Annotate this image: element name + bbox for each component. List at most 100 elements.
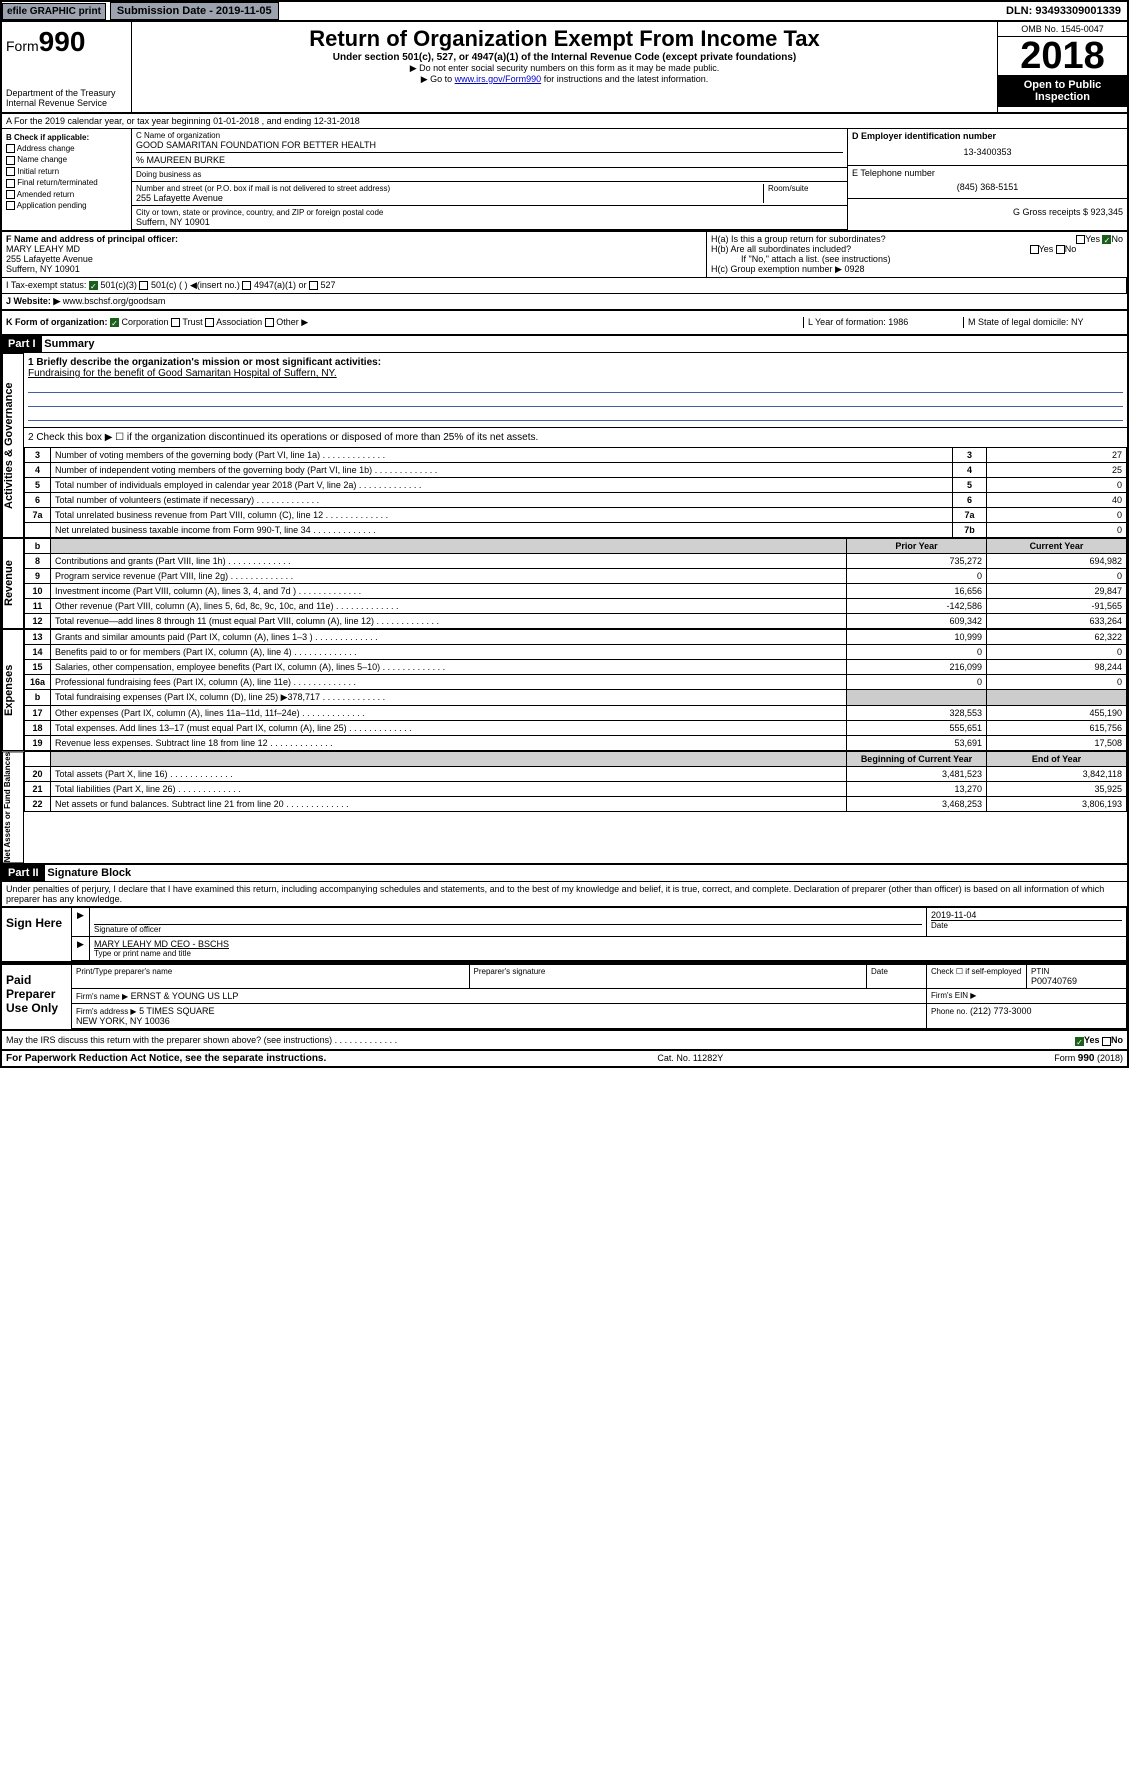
sig-officer-label: Signature of officer	[94, 924, 922, 934]
prior-val: 53,691	[847, 736, 987, 751]
prior-val: 3,468,253	[847, 797, 987, 812]
arrow-icon: ▶	[72, 937, 90, 960]
checkbox-initial[interactable]	[6, 167, 15, 176]
firm-name-label: Firm's name ▶	[76, 992, 128, 1001]
line-num: 20	[25, 767, 51, 782]
checkbox-pending[interactable]	[6, 201, 15, 210]
line-desc: Professional fundraising fees (Part IX, …	[51, 675, 847, 690]
chk-amended: Amended return	[6, 190, 127, 199]
checkbox-name[interactable]	[6, 156, 15, 165]
part1-header: Part I Summary	[2, 336, 1127, 353]
h-c: H(c) Group exemption number ▶ 0928	[711, 264, 1123, 275]
checkbox-amended[interactable]	[6, 190, 15, 199]
irs-link[interactable]: www.irs.gov/Form990	[455, 74, 542, 84]
chk-assoc[interactable]	[205, 318, 214, 327]
line-num: 16a	[25, 675, 51, 690]
form-number: Form990	[6, 26, 127, 58]
line-desc: Total liabilities (Part X, line 26)	[51, 782, 847, 797]
column-b: B Check if applicable: Address change Na…	[2, 129, 132, 230]
line-desc: Contributions and grants (Part VIII, lin…	[51, 554, 847, 569]
checkbox-final[interactable]	[6, 179, 15, 188]
blank-line	[28, 395, 1123, 407]
opt-4947: 4947(a)(1) or	[254, 280, 307, 290]
curr-val: 29,847	[987, 584, 1127, 599]
part2-title: Signature Block	[47, 867, 131, 879]
ha-yes-chk[interactable]	[1076, 235, 1085, 244]
discuss-yes-chk[interactable]: ✓	[1075, 1037, 1084, 1046]
note-link: ▶ Go to www.irs.gov/Form990 for instruct…	[136, 74, 993, 85]
room-label: Room/suite	[768, 184, 843, 193]
line-desc: Grants and similar amounts paid (Part IX…	[51, 630, 847, 645]
type-name-label: Type or print name and title	[94, 949, 1122, 958]
governance-table: 3Number of voting members of the governi…	[24, 447, 1127, 538]
lbl-initial: Initial return	[17, 167, 59, 176]
city-label: City or town, state or province, country…	[136, 208, 843, 217]
prep-date-label: Date	[871, 967, 922, 976]
q1-answer: Fundraising for the benefit of Good Sama…	[28, 368, 1123, 379]
blank	[51, 539, 847, 554]
line-desc: Net assets or fund balances. Subtract li…	[51, 797, 847, 812]
line-desc: Benefits paid to or for members (Part IX…	[51, 645, 847, 660]
firm-ein-label: Firm's EIN ▶	[927, 989, 1127, 1003]
ptin-label: PTIN	[1031, 967, 1122, 976]
form-990: 990	[39, 26, 86, 57]
line-num: 13	[25, 630, 51, 645]
chk-501c3[interactable]: ✓	[89, 281, 98, 290]
hb-note: If "No," attach a list. (see instruction…	[711, 254, 1123, 264]
firm-phone: (212) 773-3000	[970, 1006, 1032, 1016]
hdr-begin: Beginning of Current Year	[847, 752, 987, 767]
checkbox-address[interactable]	[6, 144, 15, 153]
website-label: J Website: ▶	[6, 296, 60, 306]
opt-trust: Trust	[182, 317, 202, 327]
chk-4947[interactable]	[242, 281, 251, 290]
chk-address: Address change	[6, 144, 127, 153]
row-f-h: F Name and address of principal officer:…	[2, 232, 1127, 278]
hb-no: No	[1065, 244, 1077, 254]
chk-other[interactable]	[265, 318, 274, 327]
chk-527[interactable]	[309, 281, 318, 290]
officer-label: F Name and address of principal officer:	[6, 234, 702, 244]
chk-corp[interactable]: ✓	[110, 318, 119, 327]
prior-val	[847, 690, 987, 706]
chk-501c[interactable]	[139, 281, 148, 290]
part2-badge: Part II	[2, 865, 45, 881]
part1-badge: Part I	[2, 336, 42, 352]
submission-date: Submission Date - 2019-11-05	[110, 2, 279, 20]
sig-date: 2019-11-04	[931, 910, 1122, 920]
row-j: J Website: ▶ www.bschsf.org/goodsam	[2, 294, 1127, 311]
ha-label: H(a) Is this a group return for subordin…	[711, 234, 886, 244]
opt-corp: Corporation	[122, 317, 169, 327]
dln-number: DLN: 93493309001339	[1006, 5, 1127, 17]
prep-name-label: Print/Type preparer's name	[76, 967, 465, 976]
curr-val: 633,264	[987, 614, 1127, 629]
chk-pending: Application pending	[6, 201, 127, 210]
efile-button[interactable]: efile GRAPHIC print	[2, 3, 106, 20]
chk-name: Name change	[6, 155, 127, 164]
line-num: 14	[25, 645, 51, 660]
hb-yes-chk[interactable]	[1030, 245, 1039, 254]
form-org-label: K Form of organization:	[6, 317, 108, 327]
prior-val: 13,270	[847, 782, 987, 797]
curr-val: 17,508	[987, 736, 1127, 751]
hb-no-chk[interactable]	[1056, 245, 1065, 254]
line-desc: Total revenue—add lines 8 through 11 (mu…	[51, 614, 847, 629]
curr-val: 3,806,193	[987, 797, 1127, 812]
chk-trust[interactable]	[171, 318, 180, 327]
line-desc: Other expenses (Part IX, column (A), lin…	[51, 706, 847, 721]
sign-here-label: Sign Here	[2, 908, 72, 961]
opt-assoc: Association	[216, 317, 262, 327]
discuss-no-chk[interactable]	[1102, 1037, 1111, 1046]
curr-val	[987, 690, 1127, 706]
opt-501c: 501(c) ( ) ◀(insert no.)	[151, 280, 240, 290]
line-desc: Net unrelated business taxable income fr…	[51, 523, 953, 538]
line-box: 6	[953, 493, 987, 508]
org-name: GOOD SAMARITAN FOUNDATION FOR BETTER HEA…	[136, 140, 843, 150]
addr-label: Number and street (or P.O. box if mail i…	[136, 184, 763, 193]
officer-addr: 255 Lafayette Avenue Suffern, NY 10901	[6, 254, 702, 274]
line-val: 0	[987, 523, 1127, 538]
ein-value: 13-3400353	[852, 141, 1123, 163]
line-desc: Total assets (Part X, line 16)	[51, 767, 847, 782]
paid-preparer-block: Paid Preparer Use Only Print/Type prepar…	[2, 963, 1127, 1031]
line-desc: Total fundraising expenses (Part IX, col…	[51, 690, 847, 706]
line-box: 4	[953, 463, 987, 478]
